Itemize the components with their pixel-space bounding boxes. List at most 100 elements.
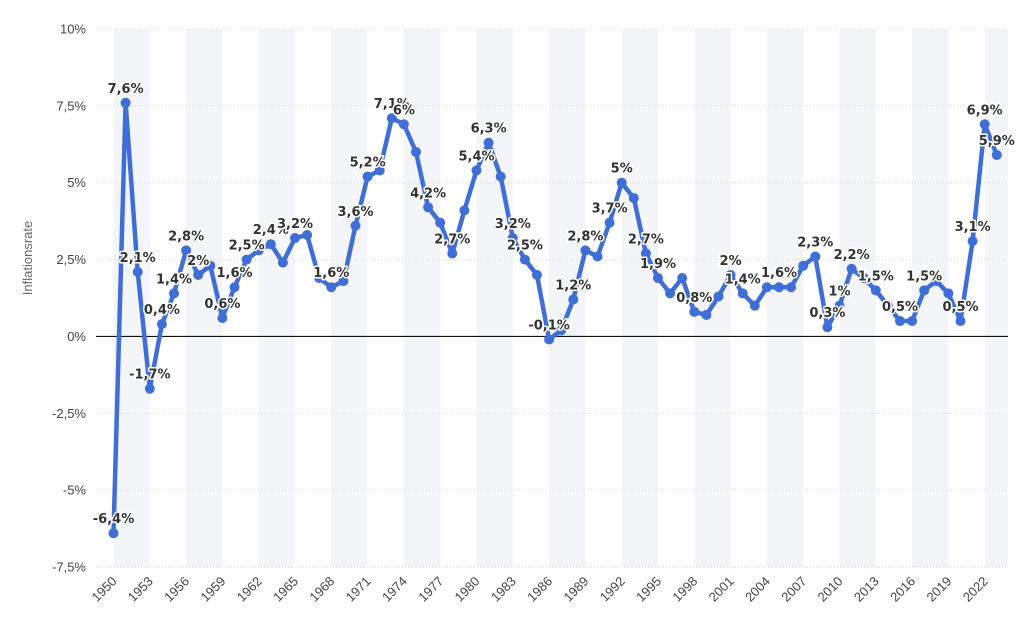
data-point — [193, 269, 204, 280]
data-point — [616, 177, 627, 188]
data-label: 5,4% — [458, 149, 494, 164]
data-point — [774, 282, 784, 293]
y-tick-label: 5% — [67, 175, 86, 190]
data-point — [737, 288, 748, 299]
x-tick-label: 1986 — [524, 574, 555, 605]
y-tick-label: 0% — [67, 329, 86, 344]
x-tick-label: 1956 — [161, 574, 192, 605]
data-label: 1,6% — [216, 266, 252, 281]
y-tick-label: 2,5% — [56, 252, 86, 267]
data-label: 2,5% — [507, 239, 543, 254]
data-label: 3,6% — [337, 205, 373, 220]
data-point — [350, 220, 361, 231]
data-point — [507, 233, 518, 244]
data-point — [253, 245, 264, 256]
x-tick-label: 1989 — [560, 574, 591, 605]
data-point — [822, 322, 833, 333]
data-label: 1,9% — [640, 257, 676, 272]
data-point — [495, 171, 506, 182]
data-point — [144, 383, 155, 394]
data-label: 1,5% — [858, 269, 894, 284]
data-label: 1,5% — [906, 269, 942, 284]
data-point — [459, 205, 470, 216]
data-label: -1,7% — [129, 368, 170, 383]
data-point — [362, 171, 373, 182]
y-axis-title: Inflationsrate — [20, 221, 35, 295]
data-point — [156, 319, 167, 330]
x-tick-label: 1962 — [234, 574, 265, 605]
data-point — [471, 165, 482, 176]
data-label: 0,5% — [882, 300, 918, 315]
data-point — [931, 276, 942, 287]
data-point — [786, 282, 797, 293]
x-tick-label: 2016 — [887, 574, 918, 605]
data-label: 0,6% — [204, 297, 240, 312]
x-tick-label: 1953 — [125, 574, 156, 605]
data-point — [895, 316, 905, 327]
data-label: 2,4% — [253, 223, 289, 238]
data-label: 4,2% — [410, 186, 446, 201]
x-tick-label: 1995 — [633, 574, 664, 605]
data-label: 3,2% — [495, 217, 531, 232]
data-label: 1,6% — [761, 266, 797, 281]
data-point — [967, 236, 978, 247]
data-point — [519, 254, 530, 265]
data-point — [701, 309, 712, 320]
data-point — [665, 288, 676, 299]
x-tick-label: 2001 — [706, 574, 737, 605]
data-point — [532, 269, 542, 280]
data-label: -6,4% — [93, 512, 134, 527]
x-tick-label: 2013 — [851, 574, 882, 605]
data-point — [120, 97, 131, 108]
data-point — [290, 233, 300, 244]
data-point — [338, 276, 349, 287]
data-label: 2,8% — [567, 229, 603, 244]
data-point — [217, 312, 228, 323]
data-point — [302, 229, 313, 240]
data-label: 2% — [720, 254, 742, 269]
x-tick-label: 1998 — [669, 574, 700, 605]
data-point — [810, 251, 821, 262]
data-point — [265, 239, 276, 250]
data-point — [991, 150, 1002, 161]
data-point — [423, 202, 434, 213]
alternating-year-bands — [113, 29, 1008, 567]
data-point — [556, 325, 567, 336]
data-point — [749, 300, 760, 311]
data-point — [568, 294, 579, 305]
year-band — [549, 29, 586, 567]
data-point — [108, 528, 119, 539]
year-band — [912, 29, 949, 567]
year-band — [839, 29, 876, 567]
data-label: 0,5% — [942, 300, 978, 315]
y-tick-label: -7,5% — [52, 560, 86, 575]
year-band — [766, 29, 804, 567]
x-tick-label: 2007 — [778, 574, 809, 605]
data-point — [943, 288, 954, 299]
x-tick-label: 1950 — [89, 574, 120, 605]
data-point — [870, 285, 881, 296]
x-tick-label: 2004 — [742, 574, 773, 605]
data-point — [907, 316, 918, 327]
data-label: 1,2% — [555, 279, 591, 294]
data-point — [326, 282, 337, 293]
data-point — [277, 257, 288, 268]
data-label: 3,2% — [277, 217, 313, 232]
x-tick-label: 1968 — [306, 574, 337, 605]
data-label: 2,2% — [834, 248, 870, 263]
y-tick-label: -2,5% — [52, 406, 86, 421]
data-point — [411, 146, 421, 157]
data-point — [604, 217, 615, 228]
x-tick-label: 2022 — [960, 574, 991, 605]
data-label: 3,1% — [955, 220, 991, 235]
data-label: 0,8% — [676, 291, 712, 306]
x-tick-label: 1980 — [452, 574, 483, 605]
data-point — [834, 300, 845, 311]
data-label: 5% — [611, 162, 633, 177]
data-point — [435, 217, 446, 228]
x-tick-label: 2019 — [923, 574, 954, 605]
data-label: 1,4% — [725, 272, 761, 287]
data-label: 2% — [187, 254, 209, 269]
data-point — [713, 291, 724, 302]
